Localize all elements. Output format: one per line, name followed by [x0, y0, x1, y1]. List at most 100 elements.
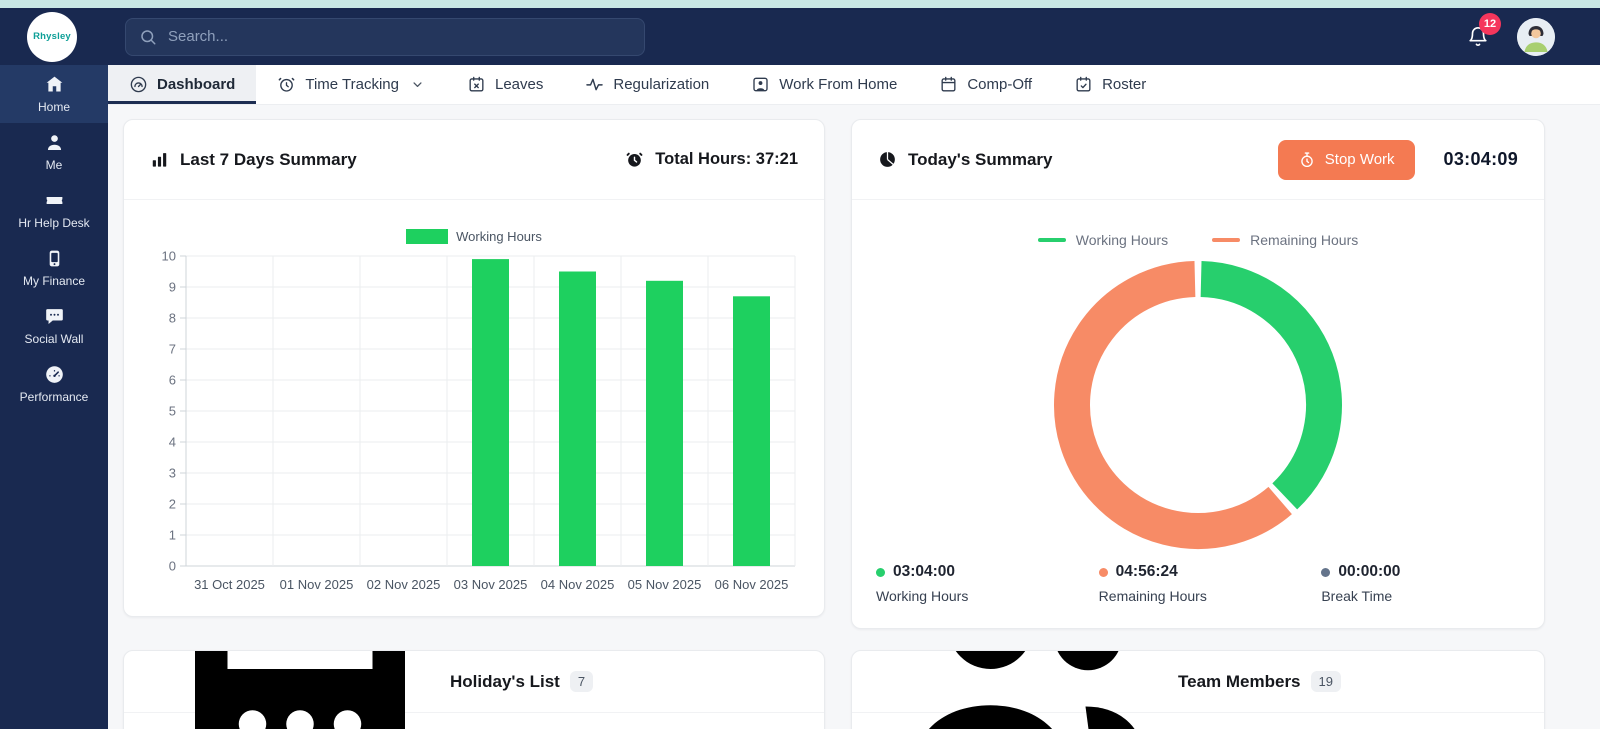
user-avatar[interactable] [1517, 17, 1555, 56]
tab-label: Dashboard [157, 76, 236, 93]
chevron-down-icon [410, 77, 425, 92]
holidays-card: Holiday's List 7 [123, 650, 825, 729]
sidebar-item-home[interactable]: Home [0, 65, 108, 123]
finance-icon [44, 248, 65, 269]
main-content: Last 7 Days Summary Total Hours: 37:21 W… [108, 105, 1600, 729]
donut-legend-item[interactable]: Remaining Hours [1212, 232, 1358, 248]
svg-text:2: 2 [169, 497, 176, 512]
lists-row: Holiday's List 7 Team Members 19 [123, 650, 1600, 729]
svg-text:03 Nov 2025: 03 Nov 2025 [454, 577, 528, 592]
svg-text:10: 10 [162, 249, 176, 264]
donut-legend: Working Hours Remaining Hours [852, 230, 1544, 250]
stat-value: 04:56:24 [1115, 563, 1178, 580]
tab-label: Leaves [495, 76, 544, 93]
app-header: Rhysley 12 [0, 8, 1600, 65]
svg-text:1: 1 [169, 528, 176, 543]
stat-dot [1321, 567, 1331, 577]
svg-text:02 Nov 2025: 02 Nov 2025 [367, 577, 441, 592]
stat-dot [1098, 567, 1108, 577]
legend-marker [1037, 238, 1066, 242]
total-hours-label: Total Hours: 37:21 [655, 150, 798, 168]
holidays-title: Holiday's List [450, 671, 560, 691]
stat-break-time: 00:00:00 Break Time [1321, 563, 1544, 604]
legend-swatch [406, 228, 449, 244]
donut-chart [852, 255, 1544, 555]
svg-text:8: 8 [169, 311, 176, 326]
svg-text:5: 5 [169, 404, 176, 419]
summary-row: Last 7 Days Summary Total Hours: 37:21 W… [123, 119, 1600, 629]
stop-work-label: Stop Work [1324, 151, 1395, 168]
tab-time-tracking[interactable]: Time Tracking [256, 65, 446, 104]
activity-icon [585, 75, 604, 94]
notifications-button[interactable]: 12 [1467, 12, 1501, 49]
sidebar-item-label: Social Wall [24, 332, 84, 346]
tab-roster[interactable]: Roster [1053, 65, 1167, 104]
search-input[interactable] [168, 28, 631, 45]
stat-value: 03:04:00 [893, 563, 956, 580]
logo-text: Rhysley [33, 31, 71, 42]
svg-text:0: 0 [169, 559, 176, 574]
company-logo: Rhysley [27, 11, 77, 62]
tab-leaves[interactable]: Leaves [446, 65, 564, 104]
legend-marker [1212, 238, 1241, 242]
avatar-illustration [1517, 17, 1555, 56]
stop-work-button[interactable]: Stop Work [1277, 139, 1415, 180]
stat-dot [876, 567, 885, 577]
svg-text:4: 4 [169, 435, 176, 450]
alarm-icon [277, 75, 296, 94]
work-timer: 03:04:09 [1443, 149, 1518, 169]
donut-legend-item[interactable]: Working Hours [1037, 232, 1168, 248]
today-stats: 03:04:00 Working Hours 04:56:24 Remaining H… [852, 563, 1544, 604]
svg-text:04 Nov 2025: 04 Nov 2025 [541, 577, 615, 592]
svg-text:9: 9 [169, 280, 176, 295]
bar-chart-icon [150, 150, 169, 169]
notification-count-badge: 12 [1479, 12, 1501, 35]
home-icon [44, 74, 65, 95]
search-icon [139, 28, 157, 46]
donut-chart-svg [1054, 261, 1342, 549]
sidebar-item-label: Home [37, 100, 70, 114]
sidebar-item-label: Performance [19, 390, 89, 404]
search-bar[interactable] [125, 17, 645, 56]
todays-summary-card: Today's Summary Stop Work 03:04:09 Worki… [851, 119, 1545, 629]
wfh-icon [751, 75, 770, 94]
sidebar-item-label: My Finance [22, 274, 86, 288]
tab-label: Regularization [613, 76, 710, 93]
svg-text:01 Nov 2025: 01 Nov 2025 [280, 577, 354, 592]
tab-label: Time Tracking [305, 76, 399, 93]
svg-text:6: 6 [169, 373, 176, 388]
ticket-icon [44, 190, 65, 211]
tab-bar: Dashboard Time Tracking Leaves Regularizati… [108, 65, 1600, 105]
tab-label: Roster [1102, 76, 1147, 93]
stat-remaining-hours: 04:56:24 Remaining Hours [1098, 563, 1322, 604]
tab-regularization[interactable]: Regularization [564, 65, 730, 104]
sidebar-item-social-wall[interactable]: Social Wall [0, 297, 108, 355]
sidebar-item-my-finance[interactable]: My Finance [0, 239, 108, 297]
calendar-icon [150, 651, 450, 729]
sidebar: Home Me Hr Help Desk My Finance Social Wall P… [0, 65, 108, 729]
svg-text:06 Nov 2025: 06 Nov 2025 [715, 577, 789, 592]
holidays-card-header: Holiday's List 7 [124, 651, 824, 729]
stat-value: 00:00:00 [1338, 563, 1401, 580]
header-actions: 12 [1467, 12, 1555, 56]
calendar-check-icon [1074, 75, 1093, 94]
sidebar-item-hr-help-desk[interactable]: Hr Help Desk [0, 181, 108, 239]
last7-title: Last 7 Days Summary [180, 149, 357, 169]
tab-work-from-home[interactable]: Work From Home [730, 65, 918, 104]
bell-icon [1467, 25, 1489, 49]
pie-chart-icon [878, 150, 897, 169]
dashboard-icon [129, 75, 148, 94]
gauge-filled-icon [44, 364, 65, 385]
sidebar-item-label: Hr Help Desk [18, 216, 90, 230]
sidebar-item-me[interactable]: Me [0, 123, 108, 181]
svg-text:7: 7 [169, 342, 176, 357]
team-count-badge: 19 [1310, 671, 1341, 692]
user-icon [44, 132, 65, 153]
sidebar-item-performance[interactable]: Performance [0, 355, 108, 413]
stat-label: Working Hours [876, 588, 969, 604]
holidays-count-badge: 7 [569, 671, 594, 692]
tab-dashboard[interactable]: Dashboard [108, 65, 257, 104]
team-title: Team Members [1178, 671, 1301, 691]
today-card-header: Today's Summary Stop Work 03:04:09 [852, 120, 1544, 200]
tab-comp-off[interactable]: Comp-Off [918, 65, 1053, 104]
